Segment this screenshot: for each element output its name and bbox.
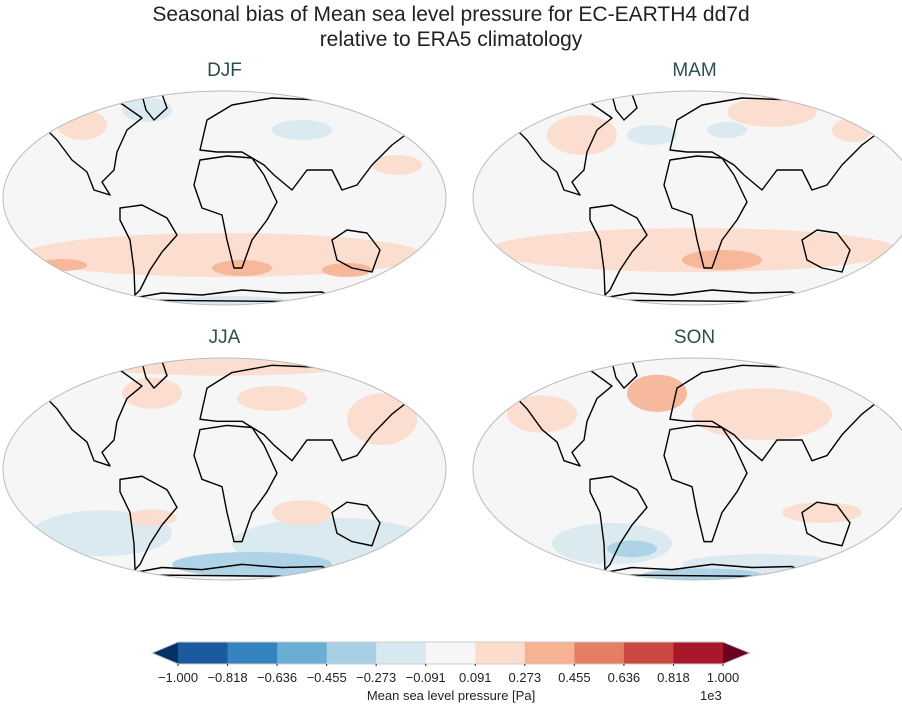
coastline [119, 475, 178, 571]
bias-contour [322, 263, 372, 277]
bias-contour [272, 120, 332, 140]
coastline [199, 97, 413, 191]
colorbar-segment [524, 642, 575, 664]
bias-contour [682, 250, 762, 270]
bias-contour [692, 388, 832, 440]
colorbar-tick-label: 0.273 [508, 670, 542, 685]
colorbar-segment [623, 642, 674, 664]
coastline [663, 155, 748, 269]
colorbar-exponent: 1e3 [700, 688, 722, 703]
bias-contour [707, 122, 747, 138]
bias-contour [57, 110, 107, 140]
colorbar-segment [673, 642, 724, 664]
colorbar-tick-label: −0.636 [257, 670, 298, 685]
coastline [801, 501, 851, 547]
colorbar-under-arrow [152, 642, 178, 664]
bias-contour [172, 296, 292, 305]
bias-field [507, 374, 862, 580]
coastline [669, 364, 883, 462]
colorbar [150, 641, 752, 666]
bias-contour [122, 377, 182, 409]
bias-contour [627, 374, 687, 412]
figure-title-line2: relative to ERA5 climatology [319, 28, 583, 51]
colorbar-tick-label: 1.000 [706, 670, 740, 685]
bias-contour [782, 502, 862, 523]
coastline [801, 229, 851, 273]
colorbar-segment [227, 642, 278, 664]
figure-title-line1: Seasonal bias of Mean sea level pressure… [152, 3, 750, 26]
colorbar-segment [425, 642, 476, 664]
bias-contour [507, 395, 577, 433]
colorbar-tick-label: −0.818 [207, 670, 248, 685]
bias-contour [104, 359, 344, 376]
colorbar-segment [574, 642, 625, 664]
bias-field [489, 97, 899, 272]
coastlines [501, 360, 883, 578]
colorbar-tick-label: −1.000 [157, 670, 199, 685]
map-son [472, 357, 902, 581]
coastline [669, 97, 883, 191]
colorbar-tick-label: 0.636 [607, 670, 641, 685]
map-border [472, 357, 902, 581]
coastline [331, 229, 381, 273]
bias-contour [172, 551, 332, 577]
bias-field [24, 98, 424, 305]
map-mam [472, 90, 902, 306]
colorbar-tick-label: −0.455 [306, 670, 347, 685]
colorbar-segment [178, 642, 229, 664]
panel-title-mam: MAM [672, 60, 717, 81]
coastline [589, 204, 648, 296]
coastline [199, 364, 413, 462]
bias-contour [727, 97, 817, 127]
colorbar-segment [277, 642, 328, 664]
bias-contour [489, 228, 899, 272]
coastline [193, 424, 278, 543]
panel-title-son: SON [673, 327, 716, 348]
bias-contour [552, 522, 672, 565]
colorbar-tick-label: 0.818 [657, 670, 690, 685]
colorbar-segment [475, 642, 526, 664]
bias-contour [127, 509, 177, 527]
colorbar-tick-label: −0.091 [405, 670, 446, 685]
bias-contour [372, 155, 422, 175]
coastline [331, 501, 381, 547]
bias-contour [547, 115, 617, 155]
coastline [119, 204, 178, 296]
colorbar-label: Mean sea level pressure [Pa] [366, 688, 536, 703]
colorbar-tick-label: 0.091 [458, 670, 492, 685]
bias-contour [122, 98, 172, 122]
map-jja [2, 357, 447, 581]
coastline [589, 475, 648, 571]
coastline [663, 424, 748, 543]
bias-contour [24, 233, 424, 277]
colorbar-segment [376, 642, 427, 664]
map-border [472, 90, 902, 306]
bias-contour [237, 386, 307, 411]
colorbar-tick-label: −0.273 [356, 670, 397, 685]
colorbar-over-arrow [723, 642, 750, 664]
colorbar-tick-label: 0.455 [558, 670, 591, 685]
bias-contour [347, 393, 417, 446]
bias-contour [272, 500, 332, 525]
map-border [2, 90, 447, 306]
coastline [193, 155, 278, 269]
panel-title-jja: JJA [208, 327, 241, 348]
map-djf [2, 90, 447, 306]
colorbar-segment [326, 642, 377, 664]
map-border [2, 357, 447, 581]
panel-title-djf: DJF [207, 60, 242, 81]
bias-contour [627, 125, 677, 145]
